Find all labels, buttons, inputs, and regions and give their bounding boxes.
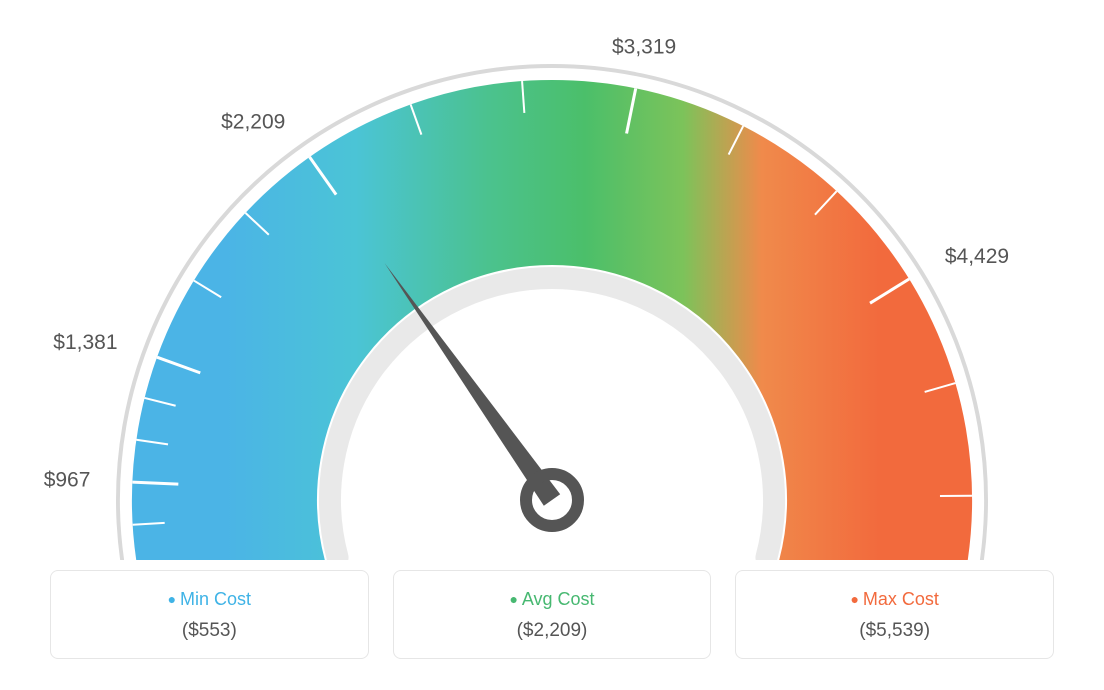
gauge-svg: $553$967$1,381$2,209$3,319$4,429$5,539 (0, 0, 1104, 560)
legend-max-label: Max Cost (746, 589, 1043, 610)
legend-row: Min Cost ($553) Avg Cost ($2,209) Max Co… (50, 570, 1054, 659)
svg-text:$4,429: $4,429 (945, 245, 1009, 268)
legend-card-max: Max Cost ($5,539) (735, 570, 1054, 659)
legend-card-avg: Avg Cost ($2,209) (393, 570, 712, 659)
legend-max-value: ($5,539) (746, 620, 1043, 642)
svg-text:$3,319: $3,319 (612, 35, 676, 58)
legend-min-value: ($553) (61, 620, 358, 642)
gauge-chart: $553$967$1,381$2,209$3,319$4,429$5,539 (0, 0, 1104, 560)
legend-avg-label: Avg Cost (404, 589, 701, 610)
svg-text:$967: $967 (44, 468, 91, 491)
legend-card-min: Min Cost ($553) (50, 570, 369, 659)
svg-text:$2,209: $2,209 (221, 111, 285, 134)
legend-min-label: Min Cost (61, 589, 358, 610)
svg-text:$1,381: $1,381 (53, 331, 117, 354)
legend-avg-value: ($2,209) (404, 620, 701, 642)
